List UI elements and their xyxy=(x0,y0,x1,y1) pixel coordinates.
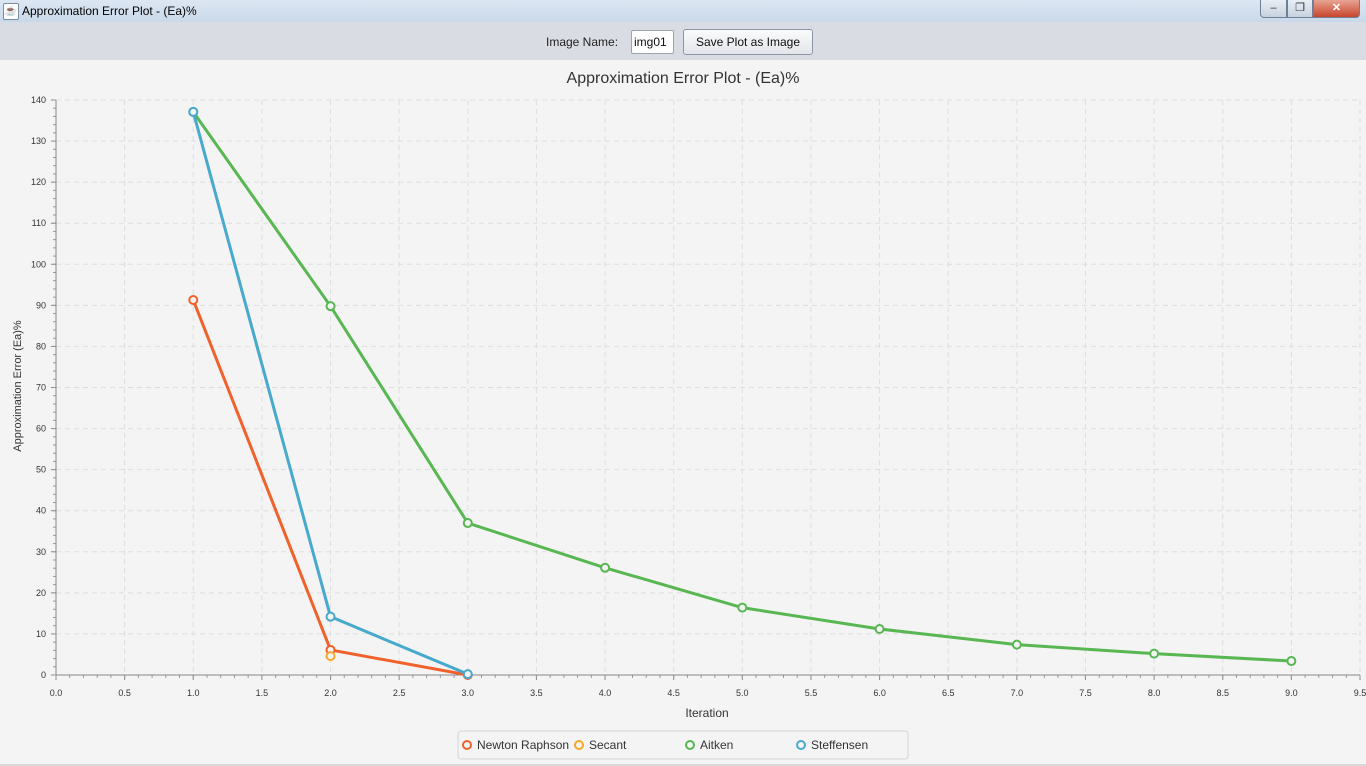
x-tick-label: 7.0 xyxy=(1011,688,1024,698)
x-tick-label: 8.5 xyxy=(1216,688,1229,698)
legend-label-steffensen: Steffensen xyxy=(811,738,868,752)
x-tick-label: 5.0 xyxy=(736,688,749,698)
data-point-secant xyxy=(325,651,336,662)
y-tick-label: 0 xyxy=(41,670,46,680)
y-tick-label: 140 xyxy=(31,95,46,105)
y-tick-label: 130 xyxy=(31,136,46,146)
x-tick-label: 1.5 xyxy=(256,688,269,698)
chart-legend: Newton Raphson Secant Aitken Steffensen xyxy=(462,738,868,752)
save-plot-button[interactable]: Save Plot as Image xyxy=(683,29,813,55)
x-axis-label: Iteration xyxy=(685,706,728,720)
title-bar: ☕ Approximation Error Plot - (Ea)% – ❐ ✕ xyxy=(0,0,1366,23)
data-point-steffensen xyxy=(325,611,336,622)
legend-marker-secant xyxy=(574,740,584,750)
approximation-error-chart: Approximation Error Plot - (Ea)% 0.0 0.5 1… xyxy=(12,70,1366,760)
chart-series-layer xyxy=(188,106,1297,680)
legend-marker-newton-raphson xyxy=(462,740,472,750)
x-tick-label: 6.5 xyxy=(942,688,955,698)
x-tick-label: 4.0 xyxy=(599,688,612,698)
y-tick-label: 60 xyxy=(36,424,46,434)
y-tick-label: 30 xyxy=(36,547,46,557)
data-point-aitken xyxy=(737,602,748,613)
x-tick-label: 9.0 xyxy=(1285,688,1298,698)
x-tick-label: 2.5 xyxy=(393,688,406,698)
data-point-aitken xyxy=(1011,639,1022,650)
y-tick-label: 50 xyxy=(36,465,46,475)
x-tick-label: 9.5 xyxy=(1354,688,1366,698)
data-point-aitken xyxy=(1149,648,1160,659)
legend-marker-steffensen xyxy=(796,740,806,750)
x-tick-label: 4.5 xyxy=(667,688,680,698)
y-axis-label: Approximation Error (Ea)% xyxy=(12,320,24,452)
data-point-aitken xyxy=(600,562,611,573)
minimize-button[interactable]: – xyxy=(1260,0,1287,18)
chart-grid xyxy=(56,99,1361,675)
chart-title: Approximation Error Plot - (Ea)% xyxy=(567,70,800,87)
x-tick-label: 3.0 xyxy=(462,688,475,698)
y-tick-label: 80 xyxy=(36,341,46,351)
y-tick-label: 70 xyxy=(36,383,46,393)
window-title: Approximation Error Plot - (Ea)% xyxy=(22,4,197,18)
y-tick-label: 40 xyxy=(36,506,46,516)
image-name-label: Image Name: xyxy=(546,35,619,49)
close-button[interactable]: ✕ xyxy=(1313,0,1360,18)
data-point-aitken xyxy=(325,301,336,312)
window-bottom-edge xyxy=(0,764,1366,766)
data-point-aitken xyxy=(1286,656,1297,667)
data-point-steffensen xyxy=(462,669,473,680)
data-point-aitken xyxy=(874,624,885,634)
x-tick-label: 1.0 xyxy=(187,688,200,698)
toolbar: Image Name: Save Plot as Image xyxy=(0,22,1366,60)
x-tick-label: 6.0 xyxy=(873,688,886,698)
x-tick-label: 7.5 xyxy=(1079,688,1092,698)
x-tick-label: 5.5 xyxy=(805,688,818,698)
maximize-button[interactable]: ❐ xyxy=(1287,0,1313,18)
legend-label-aitken: Aitken xyxy=(700,738,733,752)
legend-box xyxy=(457,730,909,760)
y-tick-label: 90 xyxy=(36,300,46,310)
java-app-icon: ☕ xyxy=(3,3,19,20)
legend-marker-aitken xyxy=(685,740,695,750)
data-point-steffensen xyxy=(188,106,199,117)
y-tick-label: 10 xyxy=(36,629,46,639)
y-tick-label: 110 xyxy=(32,218,46,228)
x-tick-label: 2.0 xyxy=(324,688,337,698)
data-point-aitken xyxy=(462,518,473,529)
x-tick-label: 8.0 xyxy=(1148,688,1161,698)
x-tick-label: 0.0 xyxy=(50,688,63,698)
data-point-newton-raphson xyxy=(188,295,199,306)
x-tick-label: 3.5 xyxy=(530,688,543,698)
y-tick-label: 100 xyxy=(31,259,46,269)
chart-axes: 0.0 0.5 1.0 1.5 2.0 2.5 3.0 3.5 4.0 4.5 5.0 5.5 6.0 6… xyxy=(31,95,1366,698)
image-name-input[interactable] xyxy=(631,30,674,54)
x-tick-label: 0.5 xyxy=(118,688,131,698)
y-tick-label: 120 xyxy=(31,177,46,187)
legend-label-secant: Secant xyxy=(589,738,627,752)
legend-label-newton-raphson: Newton Raphson xyxy=(477,738,569,752)
y-tick-label: 20 xyxy=(36,588,46,598)
